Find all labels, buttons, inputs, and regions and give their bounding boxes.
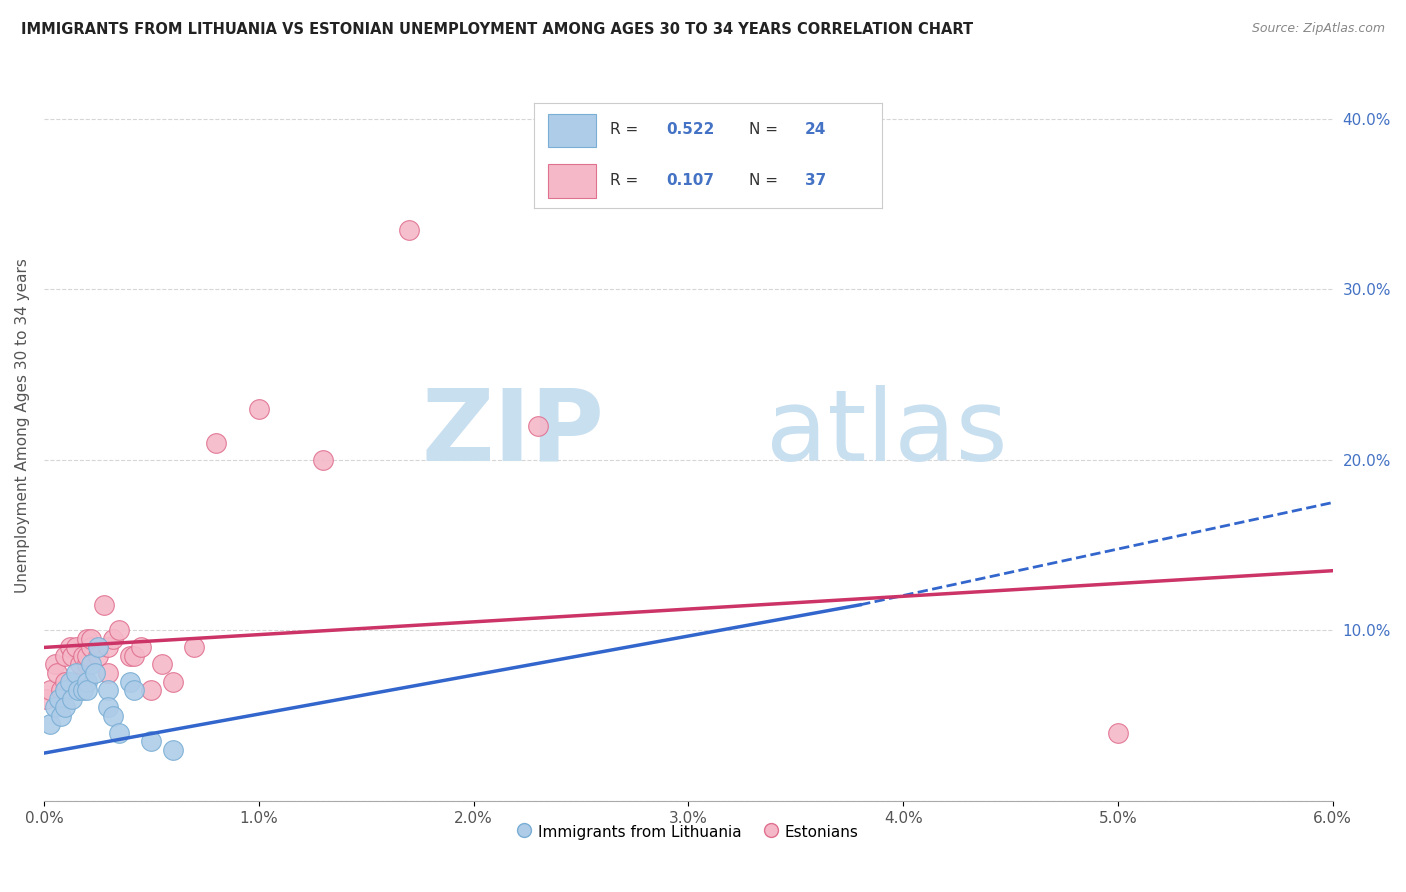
- Point: [80, 632, 103, 646]
- Point: [80, 657, 103, 672]
- Point: [86, 648, 108, 663]
- Point: [72, 683, 94, 698]
- Point: [76, 683, 98, 698]
- Point: [97, 665, 120, 680]
- Point: [97, 700, 120, 714]
- Point: [1107, 725, 1129, 739]
- Point: [45, 665, 67, 680]
- Point: [49, 683, 72, 698]
- Point: [53, 700, 76, 714]
- Point: [59, 640, 82, 655]
- Point: [76, 648, 98, 663]
- Point: [162, 743, 184, 757]
- Point: [247, 401, 270, 416]
- Point: [65, 674, 87, 689]
- Point: [44, 700, 66, 714]
- Point: [118, 674, 141, 689]
- Text: Source: ZipAtlas.com: Source: ZipAtlas.com: [1251, 22, 1385, 36]
- Point: [101, 708, 124, 723]
- Point: [67, 683, 90, 698]
- Point: [60, 648, 83, 663]
- Point: [312, 453, 335, 467]
- Point: [84, 665, 107, 680]
- Point: [80, 640, 103, 655]
- Point: [97, 683, 120, 698]
- Point: [86, 640, 108, 655]
- Point: [118, 648, 141, 663]
- Point: [97, 640, 120, 655]
- Point: [60, 691, 83, 706]
- Point: [53, 674, 76, 689]
- Point: [141, 683, 163, 698]
- Text: IMMIGRANTS FROM LITHUANIA VS ESTONIAN UNEMPLOYMENT AMONG AGES 30 TO 34 YEARS COR: IMMIGRANTS FROM LITHUANIA VS ESTONIAN UN…: [21, 22, 973, 37]
- Point: [204, 435, 226, 450]
- Text: atlas: atlas: [766, 384, 1007, 482]
- Point: [76, 674, 98, 689]
- Point: [398, 223, 420, 237]
- Point: [122, 683, 145, 698]
- Point: [48, 691, 70, 706]
- Point: [150, 657, 173, 672]
- Point: [72, 648, 94, 663]
- Y-axis label: Unemployment Among Ages 30 to 34 years: Unemployment Among Ages 30 to 34 years: [15, 259, 30, 593]
- Point: [129, 640, 152, 655]
- Point: [76, 632, 98, 646]
- Point: [69, 657, 91, 672]
- Point: [65, 640, 87, 655]
- Point: [108, 725, 131, 739]
- Point: [44, 657, 66, 672]
- Point: [76, 657, 98, 672]
- Point: [65, 665, 87, 680]
- Point: [162, 674, 184, 689]
- Point: [49, 708, 72, 723]
- Point: [59, 674, 82, 689]
- Point: [122, 648, 145, 663]
- Point: [39, 683, 62, 698]
- Point: [527, 418, 550, 433]
- Point: [141, 734, 163, 748]
- Text: ZIP: ZIP: [422, 384, 605, 482]
- Point: [101, 632, 124, 646]
- Legend: Immigrants from Lithuania, Estonians: Immigrants from Lithuania, Estonians: [512, 818, 865, 846]
- Point: [183, 640, 205, 655]
- Point: [53, 648, 76, 663]
- Point: [35, 691, 58, 706]
- Point: [93, 598, 115, 612]
- Point: [53, 683, 76, 698]
- Point: [108, 624, 131, 638]
- Point: [39, 717, 62, 731]
